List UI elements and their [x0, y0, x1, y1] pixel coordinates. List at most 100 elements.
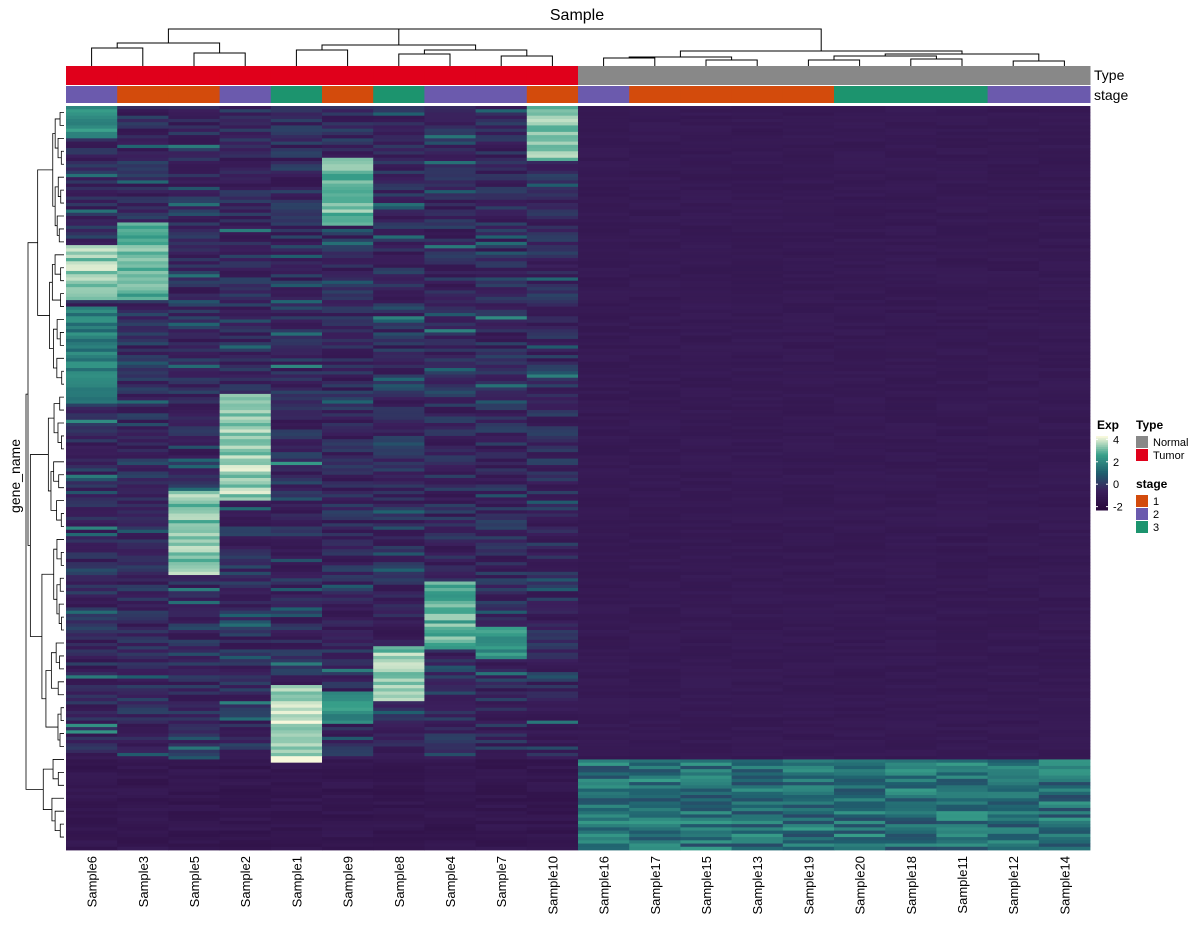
heatmap-cell	[936, 655, 988, 660]
heatmap-cell	[629, 209, 681, 214]
heatmap-cell	[1038, 490, 1091, 495]
heatmap-cell	[475, 151, 528, 155]
heatmap-cell	[1038, 173, 1091, 178]
heatmap-cell	[117, 591, 169, 595]
heatmap-cell	[1038, 196, 1091, 201]
heatmap-cell	[936, 380, 988, 385]
heatmap-cell	[117, 196, 169, 201]
heatmap-cell	[578, 772, 630, 776]
heatmap-cell	[1038, 300, 1091, 304]
heatmap-cell	[66, 720, 118, 725]
heatmap-cell	[168, 228, 220, 233]
heatmap-cell	[987, 840, 1040, 844]
heatmap-cell	[1038, 775, 1091, 780]
heatmap-cell	[117, 555, 169, 560]
heatmap-cell	[731, 280, 784, 285]
heatmap-cell	[834, 662, 886, 667]
heatmap-cell	[117, 241, 169, 246]
heatmap-cell	[373, 613, 425, 618]
heatmap-cell	[219, 232, 272, 236]
heatmap-cell	[270, 697, 323, 702]
heatmap-cell	[168, 536, 220, 540]
heatmap-cell	[475, 452, 528, 456]
heatmap-cell	[834, 510, 886, 514]
heatmap-cell	[66, 358, 118, 362]
heatmap-cell	[885, 672, 937, 676]
heatmap-cell	[270, 448, 323, 453]
heatmap-cell	[782, 316, 835, 320]
heatmap-cell	[322, 170, 374, 175]
heatmap-cell	[475, 439, 528, 443]
heatmap-cell	[680, 225, 732, 230]
heatmap-cell	[731, 452, 784, 456]
heatmap-cell	[680, 814, 732, 819]
heatmap-cell	[373, 170, 425, 175]
heatmap-cell	[322, 523, 374, 527]
heatmap-cell	[219, 785, 272, 789]
heatmap-cell	[219, 756, 272, 760]
heatmap-cell	[373, 772, 425, 776]
exp-legend-swatch	[1096, 458, 1108, 461]
heatmap-cell	[475, 791, 528, 796]
heatmap-cell	[834, 494, 886, 498]
heatmap-cell	[629, 144, 681, 149]
heatmap-cell	[680, 358, 732, 362]
heatmap-cell	[731, 206, 784, 210]
heatmap-cell	[731, 177, 784, 181]
heatmap-cell	[322, 600, 374, 605]
heatmap-cell	[578, 212, 630, 217]
heatmap-cell	[168, 607, 220, 612]
heatmap-cell	[66, 141, 118, 146]
heatmap-cell	[834, 788, 886, 793]
heatmap-cell	[168, 516, 220, 521]
heatmap-cell	[475, 358, 528, 362]
heatmap-cell	[987, 516, 1040, 521]
heatmap-cell	[629, 115, 681, 120]
heatmap-cell	[987, 232, 1040, 236]
heatmap-cell	[834, 261, 886, 265]
heatmap-cell	[219, 128, 272, 133]
heatmap-cell	[578, 335, 630, 340]
heatmap-cell	[731, 325, 784, 330]
heatmap-cell	[834, 125, 886, 130]
heatmap-cell	[834, 413, 886, 417]
heatmap-cell	[782, 245, 835, 249]
heatmap-cell	[1038, 807, 1091, 812]
legend-swatch	[1136, 449, 1148, 461]
heatmap-cell	[322, 452, 374, 456]
heatmap-cell	[782, 199, 835, 204]
heatmap-cell	[168, 329, 220, 333]
heatmap-cell	[834, 248, 886, 252]
heatmap-cell	[168, 575, 220, 579]
exp-legend-swatch	[1096, 469, 1108, 472]
heatmap-cell	[219, 759, 272, 764]
heatmap-cell	[1038, 290, 1091, 295]
heatmap-cell	[475, 752, 528, 757]
heatmap-cell	[731, 215, 784, 220]
heatmap-cell	[578, 536, 630, 540]
heatmap-cell	[782, 756, 835, 760]
heatmap-cell	[680, 235, 732, 240]
heatmap-cell	[834, 128, 886, 133]
heatmap-cell	[578, 144, 630, 149]
heatmap-cell	[66, 597, 118, 602]
heatmap-cell	[885, 435, 937, 440]
heatmap-cell	[117, 733, 169, 738]
heatmap-cell	[834, 151, 886, 155]
heatmap-cell	[680, 325, 732, 330]
heatmap-cell	[1038, 267, 1091, 272]
heatmap-cell	[578, 539, 630, 544]
heatmap-cell	[526, 287, 579, 291]
heatmap-cell	[322, 746, 374, 751]
heatmap-cell	[219, 568, 272, 573]
heatmap-cell	[1038, 552, 1091, 557]
heatmap-cell	[475, 400, 528, 404]
heatmap-cell	[219, 765, 272, 770]
heatmap-cell	[782, 652, 835, 657]
heatmap-cell	[1038, 429, 1091, 434]
heatmap-cell	[322, 704, 374, 709]
heatmap-cell	[373, 387, 425, 392]
heatmap-cell	[731, 144, 784, 149]
heatmap-cell	[475, 351, 528, 356]
heatmap-cell	[424, 600, 476, 605]
